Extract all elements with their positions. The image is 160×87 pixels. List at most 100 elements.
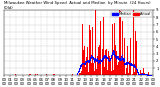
Point [75,73,78,75]
Point [89,58,91,60]
Point [105,55,108,57]
Point [113,53,115,55]
Point [148,74,151,76]
Point [81,62,84,64]
Point [136,72,139,73]
Point [111,53,113,55]
Point [103,56,105,58]
Point [84,63,86,64]
Point [128,63,131,64]
Point [76,73,78,74]
Point [112,50,115,52]
Point [78,68,81,69]
Point [132,65,135,66]
Point [128,62,130,64]
Point [139,73,141,75]
Point [111,53,114,54]
Point [105,57,107,58]
Point [100,60,103,61]
Point [85,61,88,62]
Point [92,57,94,58]
Point [123,63,126,64]
Point [91,56,93,57]
Point [132,64,135,66]
Point [139,73,142,74]
Point [106,57,108,59]
Point [87,61,90,63]
Point [135,69,138,70]
Point [97,61,100,63]
Point [139,73,141,75]
Point [96,57,98,59]
Point [145,74,147,75]
Point [149,74,152,76]
Point [80,64,83,66]
Point [128,64,131,65]
Point [100,60,103,61]
Point [126,62,128,63]
Point [148,74,151,76]
Point [142,73,144,75]
Point [129,64,132,65]
Point [90,56,93,57]
Point [101,58,104,59]
Point [144,74,147,75]
Point [136,72,139,73]
Point [146,74,148,75]
Point [127,62,130,63]
Point [137,73,140,75]
Point [92,58,95,60]
Point [143,73,145,75]
Point [106,58,108,59]
Point [116,56,118,57]
Point [126,62,128,64]
Point [138,73,140,75]
Point [101,58,103,59]
Point [93,59,95,61]
Point [79,65,82,66]
Point [131,64,134,65]
Point [135,67,137,69]
Point [125,63,127,64]
Point [79,65,82,66]
Point [83,63,86,64]
Point [147,74,150,75]
Point [108,60,110,61]
Point [88,60,91,61]
Point [146,74,149,75]
Point [131,64,134,66]
Point [146,74,149,75]
Point [90,54,92,55]
Point [93,60,96,61]
Point [138,73,140,75]
Point [135,69,138,70]
Point [106,57,108,59]
Point [144,74,146,75]
Point [130,63,132,64]
Point [135,67,137,69]
Point [123,60,125,61]
Point [144,73,146,75]
Point [149,74,151,76]
Point [108,59,111,60]
Point [146,74,148,75]
Point [140,73,142,74]
Point [81,62,83,63]
Point [140,73,142,75]
Point [100,59,103,60]
Point [144,74,147,75]
Point [136,72,139,73]
Point [77,71,79,72]
Point [99,63,101,64]
Point [77,71,80,72]
Point [128,63,130,64]
Point [122,59,124,60]
Point [118,58,121,59]
Point [102,57,104,59]
Point [141,73,144,74]
Point [144,73,146,75]
Point [117,58,119,59]
Point [81,62,84,64]
Point [129,64,132,66]
Point [94,59,97,60]
